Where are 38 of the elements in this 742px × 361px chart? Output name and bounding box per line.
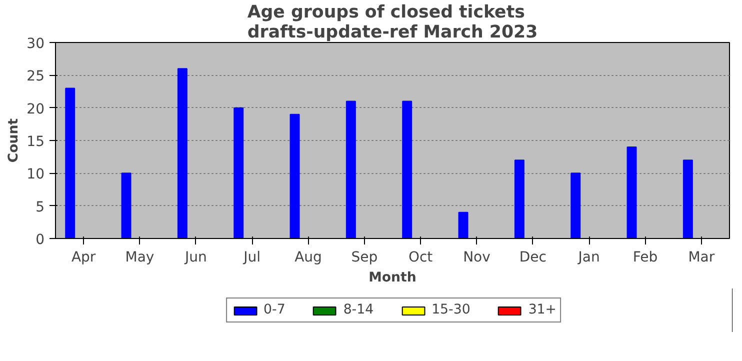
y-tick-label: 25 (26, 68, 45, 85)
chart-title: Age groups of closed tickets drafts-update-ref March 2023 (247, 2, 538, 42)
bar (290, 114, 300, 238)
bar (65, 88, 76, 238)
x-tick-label: Mar (688, 250, 715, 266)
y-axis-title: Count (6, 118, 22, 163)
x-tick-label: Oct (408, 250, 434, 266)
y-tick-label: 20 (26, 101, 45, 118)
x-tick-label: Aug (294, 250, 322, 266)
legend-label: 15-30 (432, 302, 470, 318)
x-tick-label: Nov (463, 250, 490, 266)
bar (626, 146, 637, 238)
x-tick-label: Sep (351, 250, 378, 266)
y-tick-label: 5 (36, 199, 45, 216)
bar (458, 212, 468, 238)
x-tick-label: Apr (71, 250, 96, 266)
bar (402, 100, 412, 238)
bar (177, 68, 188, 238)
bar (514, 160, 524, 238)
legend-label: 31+ (528, 302, 556, 318)
legend-label: 0-7 (264, 302, 286, 318)
bar (121, 172, 132, 238)
bar (346, 100, 356, 238)
bar (234, 107, 244, 238)
x-axis-title: Month (368, 270, 416, 286)
bar (570, 172, 581, 238)
y-tick-label: 10 (26, 166, 45, 183)
x-tick-label: Feb (632, 250, 658, 266)
x-tick-label: Jun (184, 250, 207, 266)
y-tick-label: 0 (36, 232, 45, 248)
x-tick-label: Dec (519, 250, 546, 266)
bar (682, 160, 693, 238)
y-tick-label: 15 (26, 134, 45, 150)
x-tick-label: May (125, 250, 154, 266)
y-tick-label: 30 (26, 36, 45, 52)
x-tick-label: Jul (242, 250, 261, 266)
x-tick-label: Jan (577, 250, 600, 266)
legend-label: 8-14 (343, 302, 374, 318)
